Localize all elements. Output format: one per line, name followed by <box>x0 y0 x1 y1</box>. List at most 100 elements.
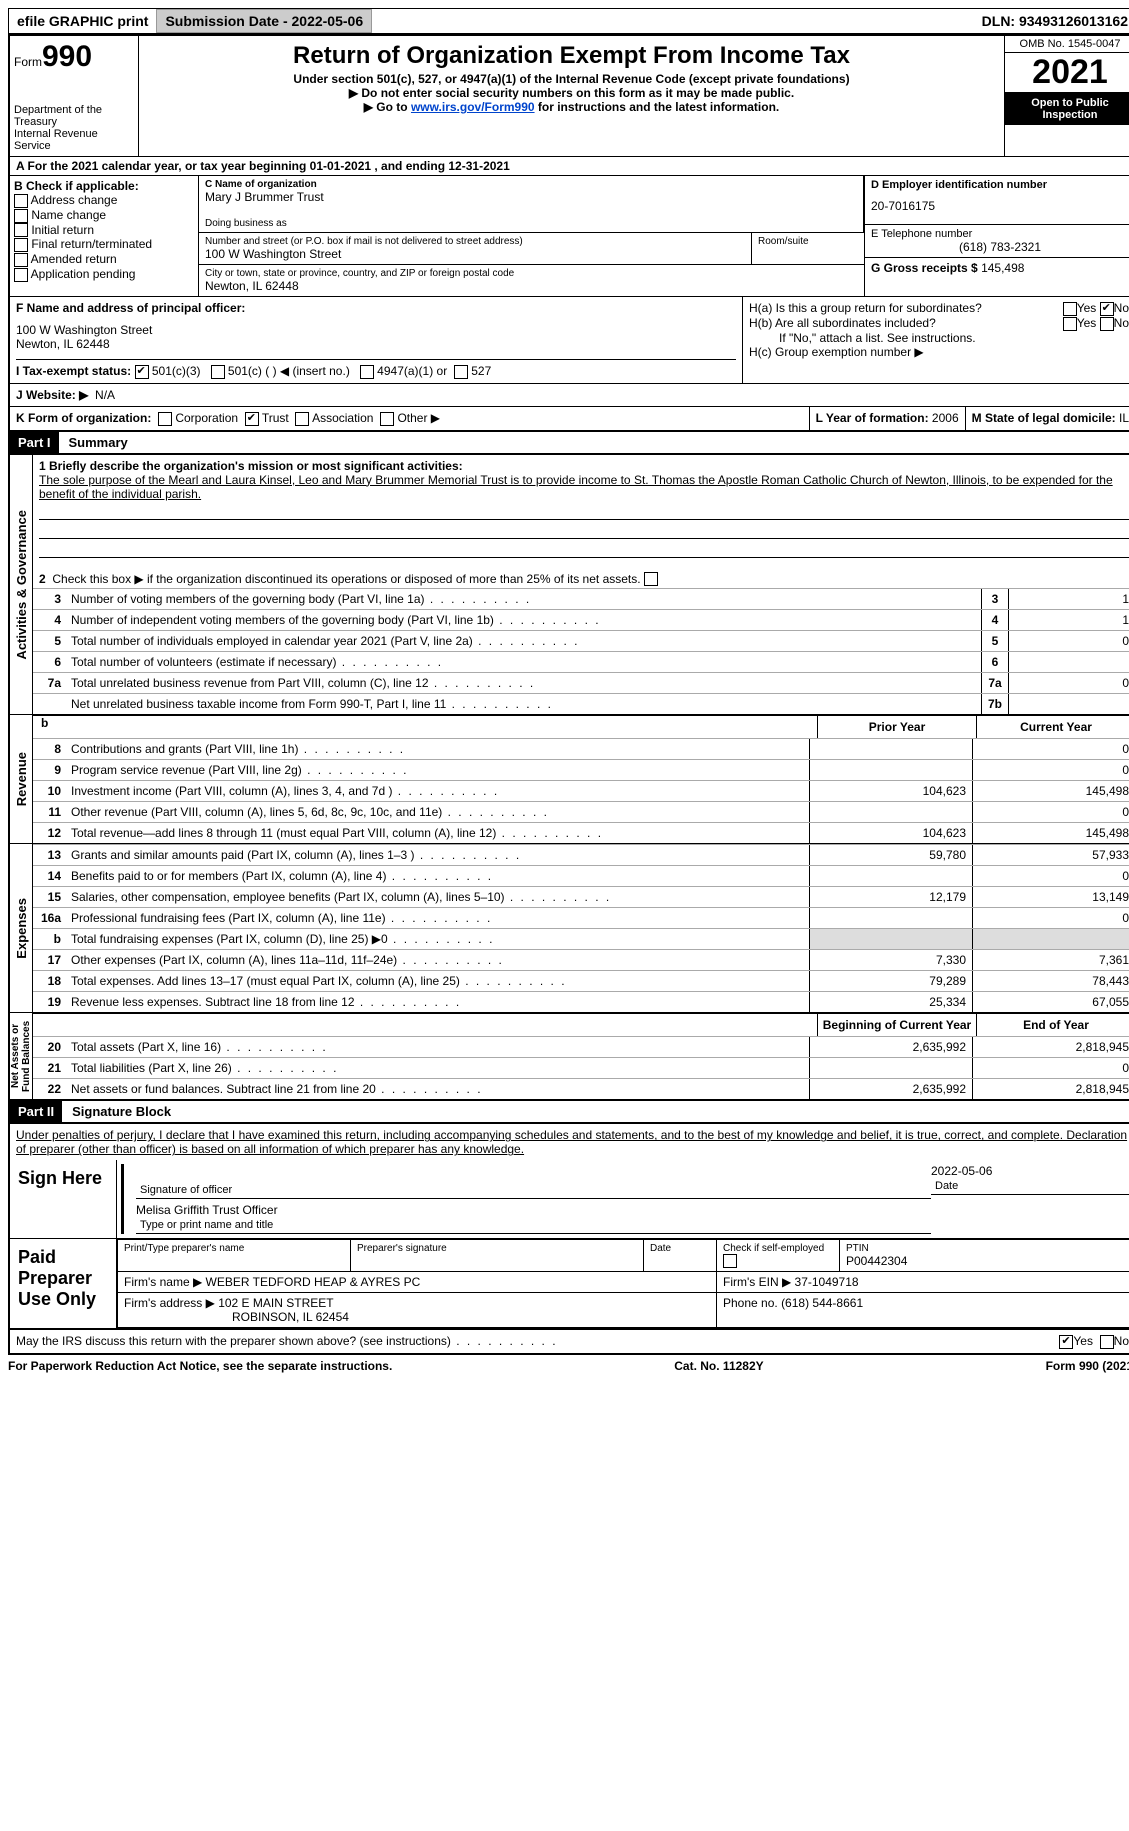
data-line: 19Revenue less expenses. Subtract line 1… <box>33 991 1129 1012</box>
data-line: 18Total expenses. Add lines 13–17 (must … <box>33 970 1129 991</box>
cb-self-employed[interactable] <box>723 1254 737 1268</box>
summary-line: 7aTotal unrelated business revenue from … <box>33 672 1129 693</box>
sig-date: 2022-05-06 <box>931 1164 1129 1178</box>
row-a-tax-year: A For the 2021 calendar year, or tax yea… <box>8 156 1129 176</box>
netassets-section: Net Assets or Fund Balances Beginning of… <box>8 1013 1129 1101</box>
discuss-no[interactable] <box>1100 1335 1114 1349</box>
ha-no[interactable] <box>1100 302 1114 316</box>
irs: Internal Revenue Service <box>14 128 134 152</box>
summary-line: Net unrelated business taxable income fr… <box>33 693 1129 714</box>
sign-here-label: Sign Here <box>10 1160 117 1238</box>
cb-other[interactable] <box>380 412 394 426</box>
officer-name: Melisa Griffith Trust Officer <box>136 1203 278 1217</box>
subtitle-1: Under section 501(c), 527, or 4947(a)(1)… <box>143 72 1000 86</box>
paid-preparer-table: Print/Type preparer's name Preparer's si… <box>117 1239 1129 1328</box>
form-title: Return of Organization Exempt From Incom… <box>143 42 1000 70</box>
data-line: 20Total assets (Part X, line 16)2,635,99… <box>33 1036 1129 1057</box>
phone: (618) 783-2321 <box>871 240 1129 254</box>
summary-line: 4Number of independent voting members of… <box>33 609 1129 630</box>
checkbox-501c3[interactable] <box>135 365 149 379</box>
vtab-expenses: Expenses <box>12 892 31 965</box>
col-d: D Employer identification number 20-7016… <box>865 176 1129 296</box>
data-line: 17Other expenses (Part IX, column (A), l… <box>33 949 1129 970</box>
checkbox-501c[interactable] <box>211 365 225 379</box>
ha-yes[interactable] <box>1063 302 1077 316</box>
hb-yes[interactable] <box>1063 317 1077 331</box>
cb-discontinued[interactable] <box>644 572 658 586</box>
ein: 20-7016175 <box>871 191 1129 221</box>
section-fh: F Name and address of principal officer:… <box>8 296 1129 383</box>
discuss-yes[interactable] <box>1059 1335 1073 1349</box>
colb-item: Amended return <box>14 252 194 267</box>
city-state-zip: Newton, IL 62448 <box>205 279 858 293</box>
cb-corp[interactable] <box>158 412 172 426</box>
omb-number: OMB No. 1545-0047 <box>1005 36 1129 53</box>
part-ii-header: Part II Signature Block <box>8 1101 1129 1124</box>
data-line: 9Program service revenue (Part VIII, lin… <box>33 759 1129 780</box>
vtab-revenue: Revenue <box>12 746 31 812</box>
subtitle-3: ▶ Go to www.irs.gov/Form990 for instruct… <box>143 100 1000 114</box>
data-line: 14Benefits paid to or for members (Part … <box>33 865 1129 886</box>
ptin: P00442304 <box>846 1254 1128 1268</box>
form-number: 990 <box>42 40 92 73</box>
firm-ein: 37-1049718 <box>795 1275 859 1289</box>
footer: For Paperwork Reduction Act Notice, see … <box>8 1355 1129 1377</box>
discuss-row: May the IRS discuss this return with the… <box>8 1330 1129 1355</box>
signature-block: Sign Here Signature of officer Melisa Gr… <box>8 1160 1129 1330</box>
top-bar: efile GRAPHIC print Submission Date - 20… <box>8 8 1129 34</box>
form-word: Form <box>14 55 42 69</box>
firm-address: 102 E MAIN STREET <box>218 1296 333 1310</box>
gross-receipts: 145,498 <box>981 261 1024 275</box>
form990-link[interactable]: www.irs.gov/Form990 <box>411 100 535 114</box>
col-current-year: Current Year <box>976 716 1129 738</box>
footer-right: Form 990 (2021) <box>1046 1359 1129 1373</box>
checkbox-4947[interactable] <box>360 365 374 379</box>
cb-trust[interactable] <box>245 412 259 426</box>
open-to-public: Open to Public Inspection <box>1005 93 1129 125</box>
vtab-activities: Activities & Governance <box>12 504 31 666</box>
expenses-section: Expenses 13Grants and similar amounts pa… <box>8 844 1129 1013</box>
hb-no[interactable] <box>1100 317 1114 331</box>
col-c: C Name of organization Mary J Brummer Tr… <box>199 176 865 296</box>
efile-label: efile GRAPHIC print <box>17 13 148 29</box>
vtab-netassets: Net Assets or Fund Balances <box>8 1013 34 1099</box>
colb-item: Address change <box>14 193 194 208</box>
colb-item: Name change <box>14 208 194 223</box>
col-eoy: End of Year <box>976 1014 1129 1036</box>
firm-phone: (618) 544-8661 <box>781 1296 863 1310</box>
subtitle-2: ▶ Do not enter social security numbers o… <box>143 86 1000 100</box>
data-line: bTotal fundraising expenses (Part IX, co… <box>33 928 1129 949</box>
firm-name: WEBER TEDFORD HEAP & AYRES PC <box>206 1275 421 1289</box>
summary-line: 3Number of voting members of the governi… <box>33 588 1129 609</box>
state-domicile: IL <box>1119 411 1129 425</box>
data-line: 11Other revenue (Part VIII, column (A), … <box>33 801 1129 822</box>
tax-year: 2021 <box>1005 53 1129 93</box>
revenue-section: Revenue b Prior Year Current Year 8Contr… <box>8 715 1129 844</box>
paid-preparer-label: Paid Preparer Use Only <box>10 1239 117 1328</box>
data-line: 8Contributions and grants (Part VIII, li… <box>33 738 1129 759</box>
col-b: B Check if applicable: Address change Na… <box>10 176 199 296</box>
org-name: Mary J Brummer Trust <box>205 190 857 204</box>
footer-left: For Paperwork Reduction Act Notice, see … <box>8 1359 392 1373</box>
colb-item: Final return/terminated <box>14 237 194 252</box>
summary-line: 5Total number of individuals employed in… <box>33 630 1129 651</box>
cb-assoc[interactable] <box>295 412 309 426</box>
perjury-declaration: Under penalties of perjury, I declare th… <box>8 1124 1129 1160</box>
data-line: 10Investment income (Part VIII, column (… <box>33 780 1129 801</box>
year-formation: 2006 <box>932 411 959 425</box>
colb-item: Application pending <box>14 267 194 282</box>
data-line: 22Net assets or fund balances. Subtract … <box>33 1078 1129 1099</box>
data-line: 21Total liabilities (Part X, line 26)0 <box>33 1057 1129 1078</box>
part-i-header: Part I Summary <box>8 432 1129 455</box>
dln: DLN: 93493126013162 <box>974 10 1129 32</box>
submission-date-box: Submission Date - 2022-05-06 <box>156 9 372 33</box>
colb-item: Initial return <box>14 223 194 238</box>
col-boy: Beginning of Current Year <box>817 1014 976 1036</box>
data-line: 15Salaries, other compensation, employee… <box>33 886 1129 907</box>
col-prior-year: Prior Year <box>817 716 976 738</box>
mission-text: The sole purpose of the Mearl and Laura … <box>39 473 1129 501</box>
checkbox-527[interactable] <box>454 365 468 379</box>
principal-officer: 100 W Washington Street Newton, IL 62448 <box>16 315 736 359</box>
form-header: Form990 Department of the Treasury Inter… <box>8 34 1129 156</box>
data-line: 16aProfessional fundraising fees (Part I… <box>33 907 1129 928</box>
